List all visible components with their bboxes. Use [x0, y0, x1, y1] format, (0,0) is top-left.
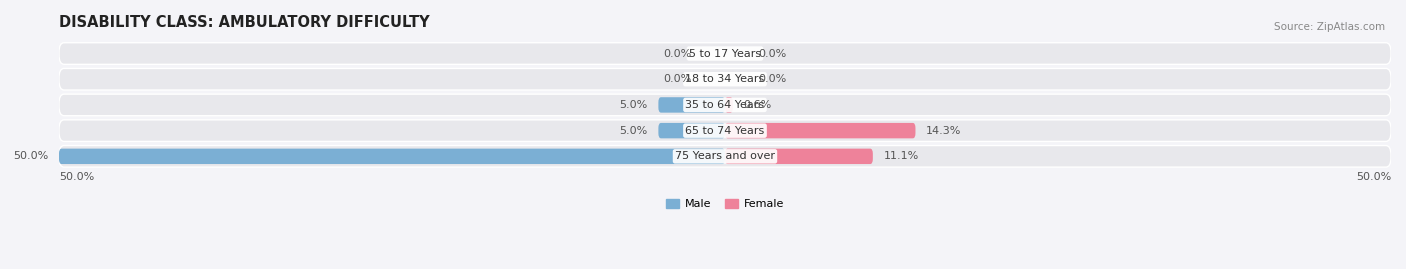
Text: 5 to 17 Years: 5 to 17 Years: [689, 48, 761, 59]
Text: 5.0%: 5.0%: [620, 100, 648, 110]
Text: 5.0%: 5.0%: [620, 126, 648, 136]
Text: 35 to 64 Years: 35 to 64 Years: [685, 100, 765, 110]
Text: 50.0%: 50.0%: [13, 151, 48, 161]
Text: 0.0%: 0.0%: [664, 48, 692, 59]
FancyBboxPatch shape: [725, 123, 915, 138]
Legend: Male, Female: Male, Female: [666, 199, 785, 209]
Text: 0.0%: 0.0%: [758, 74, 786, 84]
Text: Source: ZipAtlas.com: Source: ZipAtlas.com: [1274, 22, 1385, 31]
Text: 0.6%: 0.6%: [744, 100, 772, 110]
FancyBboxPatch shape: [658, 123, 725, 138]
FancyBboxPatch shape: [59, 149, 725, 164]
Text: 11.1%: 11.1%: [883, 151, 918, 161]
FancyBboxPatch shape: [59, 94, 1391, 116]
FancyBboxPatch shape: [59, 68, 1391, 90]
Text: 50.0%: 50.0%: [59, 172, 94, 182]
FancyBboxPatch shape: [725, 97, 733, 113]
FancyBboxPatch shape: [658, 97, 725, 113]
Text: 75 Years and over: 75 Years and over: [675, 151, 775, 161]
Text: 0.0%: 0.0%: [758, 48, 786, 59]
FancyBboxPatch shape: [725, 149, 873, 164]
Text: 14.3%: 14.3%: [927, 126, 962, 136]
Text: DISABILITY CLASS: AMBULATORY DIFFICULTY: DISABILITY CLASS: AMBULATORY DIFFICULTY: [59, 15, 430, 30]
FancyBboxPatch shape: [59, 43, 1391, 64]
FancyBboxPatch shape: [59, 146, 1391, 167]
FancyBboxPatch shape: [59, 120, 1391, 141]
Text: 18 to 34 Years: 18 to 34 Years: [685, 74, 765, 84]
Text: 0.0%: 0.0%: [664, 74, 692, 84]
Text: 50.0%: 50.0%: [1355, 172, 1391, 182]
Text: 65 to 74 Years: 65 to 74 Years: [685, 126, 765, 136]
